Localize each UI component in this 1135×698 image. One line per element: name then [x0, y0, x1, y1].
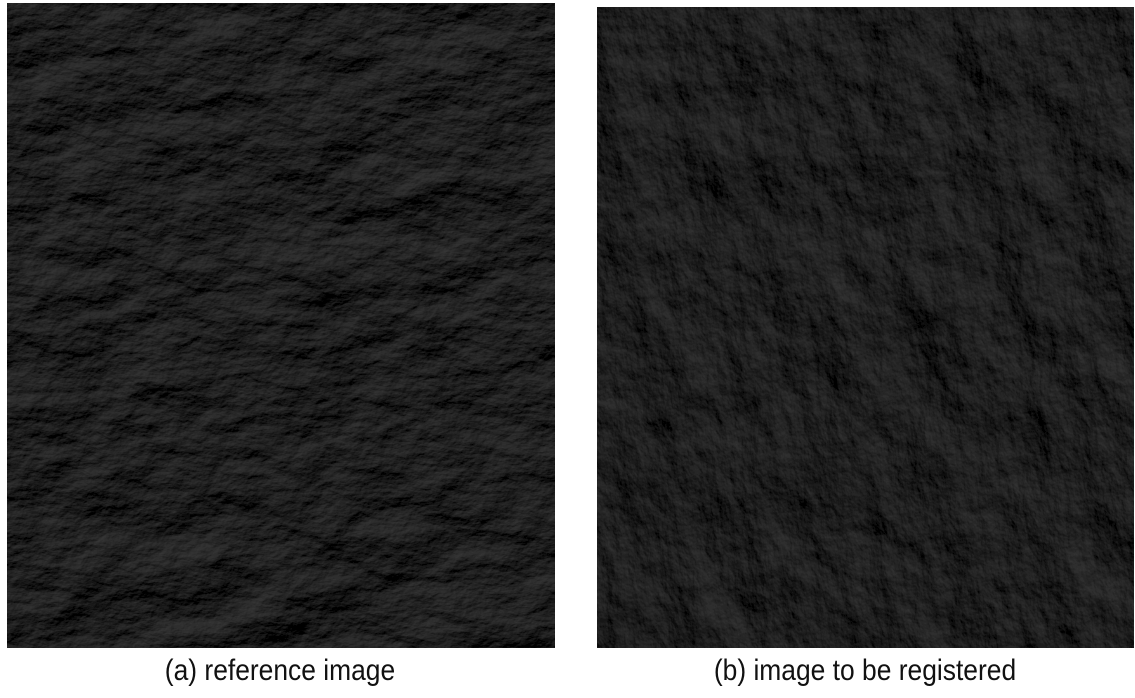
reference-image — [7, 3, 555, 648]
caption: (a) reference image — [104, 654, 456, 688]
image-to-register — [597, 7, 1134, 648]
caption: (b) image to be registered — [689, 654, 1041, 688]
page: (a) reference image (b) image to be regi… — [0, 0, 1135, 698]
